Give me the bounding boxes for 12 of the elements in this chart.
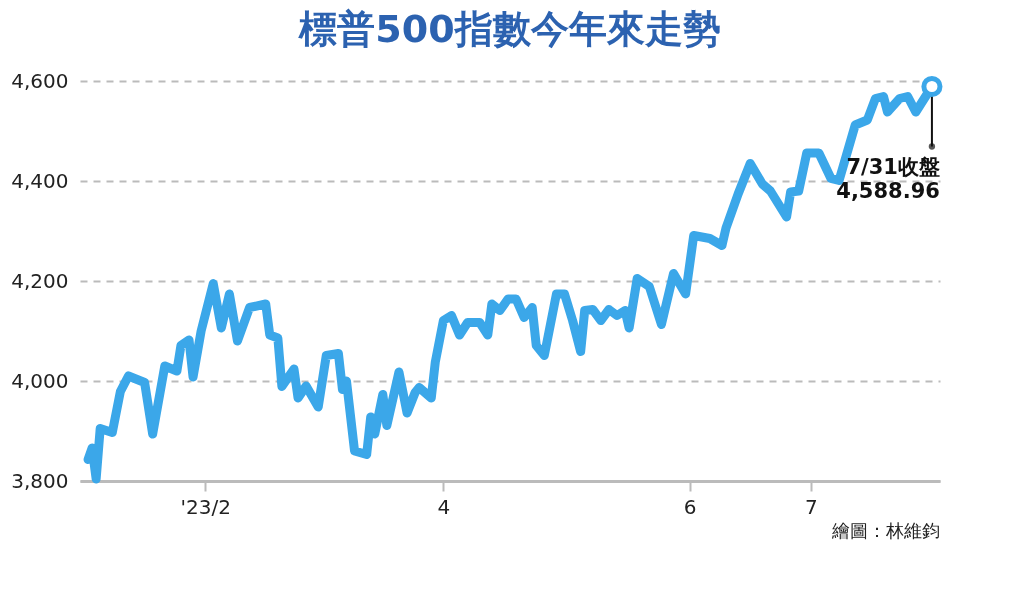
- y-tick-label: 4,400: [11, 168, 69, 193]
- y-tick-label: 4,200: [11, 268, 69, 293]
- x-tick-label: 4: [437, 494, 451, 519]
- x-tick-label: 6: [683, 494, 697, 519]
- x-tick-label: '23/2: [180, 494, 231, 519]
- y-tick-label: 4,000: [11, 368, 69, 393]
- y-tick-label: 3,800: [11, 468, 69, 493]
- annotation: 7/31收盤 4,588.96: [836, 154, 940, 203]
- x-tick-label: 7: [804, 494, 818, 519]
- text: 繪圖：林維鈞: [831, 520, 940, 541]
- chart-title: 標普500指數今年來走勢: [298, 7, 721, 52]
- y-tick-label: 4,600: [11, 68, 69, 93]
